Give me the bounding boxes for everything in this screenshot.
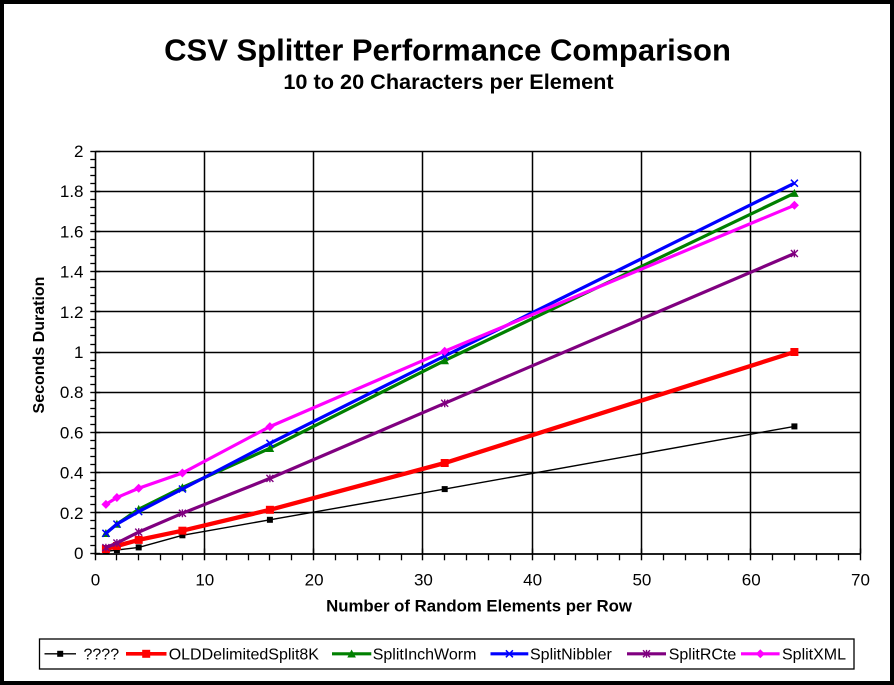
svg-text:Number of Random Elements per: Number of Random Elements per Row — [326, 597, 633, 616]
svg-text:10: 10 — [195, 570, 214, 589]
svg-text:0.6: 0.6 — [60, 423, 84, 442]
svg-text:0.2: 0.2 — [60, 504, 84, 523]
svg-text:SplitRCte: SplitRCte — [669, 646, 737, 663]
svg-text:70: 70 — [851, 570, 870, 589]
svg-text:1.8: 1.8 — [60, 182, 84, 201]
svg-text:50: 50 — [632, 570, 651, 589]
svg-text:30: 30 — [414, 570, 433, 589]
svg-text:0.4: 0.4 — [60, 464, 84, 483]
svg-text:1.6: 1.6 — [60, 222, 84, 241]
svg-text:CSV Splitter Performance Compa: CSV Splitter Performance Comparison — [164, 33, 731, 68]
svg-text:20: 20 — [305, 570, 324, 589]
svg-text:40: 40 — [523, 570, 542, 589]
svg-text:SplitNibbler: SplitNibbler — [530, 646, 612, 663]
svg-text:1.2: 1.2 — [60, 303, 84, 322]
svg-text:0: 0 — [74, 544, 83, 563]
svg-text:0: 0 — [91, 570, 100, 589]
svg-text:1: 1 — [74, 343, 83, 362]
svg-text:0.8: 0.8 — [60, 383, 84, 402]
svg-text:SplitXML: SplitXML — [782, 646, 846, 663]
svg-text:10 to 20 Characters per Elemen: 10 to 20 Characters per Element — [283, 69, 613, 94]
svg-text:????: ???? — [84, 646, 120, 663]
svg-text:Seconds Duration: Seconds Duration — [31, 277, 48, 414]
svg-text:60: 60 — [742, 570, 761, 589]
svg-text:2: 2 — [74, 142, 83, 161]
svg-text:1.4: 1.4 — [60, 263, 84, 282]
svg-text:OLDDelimitedSplit8K: OLDDelimitedSplit8K — [169, 646, 320, 663]
svg-text:SplitInchWorm: SplitInchWorm — [373, 646, 477, 663]
